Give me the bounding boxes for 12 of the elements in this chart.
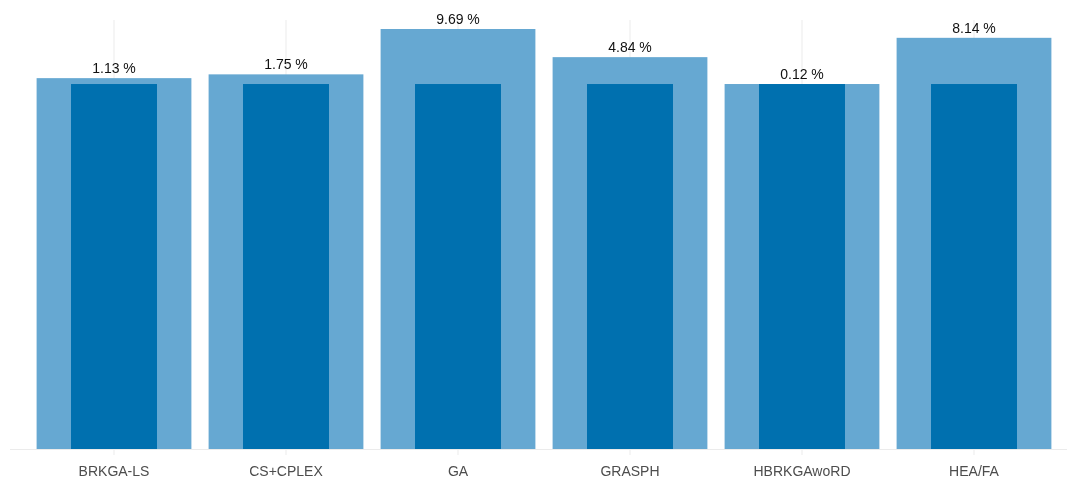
annotation: 1.75 % <box>264 56 308 73</box>
x-tick-label: GRASPH <box>600 462 660 479</box>
annotation: 4.84 % <box>608 39 652 56</box>
x-tick-label: GA <box>447 462 469 479</box>
x-tick-label: HEA/FA <box>949 462 1000 479</box>
x-tick-label: CS+CPLEX <box>249 462 324 479</box>
x-tick-label: HBRKGAwoRD <box>753 462 851 479</box>
annotation: 1.13 % <box>92 60 136 77</box>
annotation: 0.12 % <box>780 66 824 83</box>
annotation: 9.69 % <box>436 11 480 27</box>
x-tick-label: BRKGA-LS <box>78 462 150 479</box>
annotation: 8.14 % <box>952 19 996 36</box>
